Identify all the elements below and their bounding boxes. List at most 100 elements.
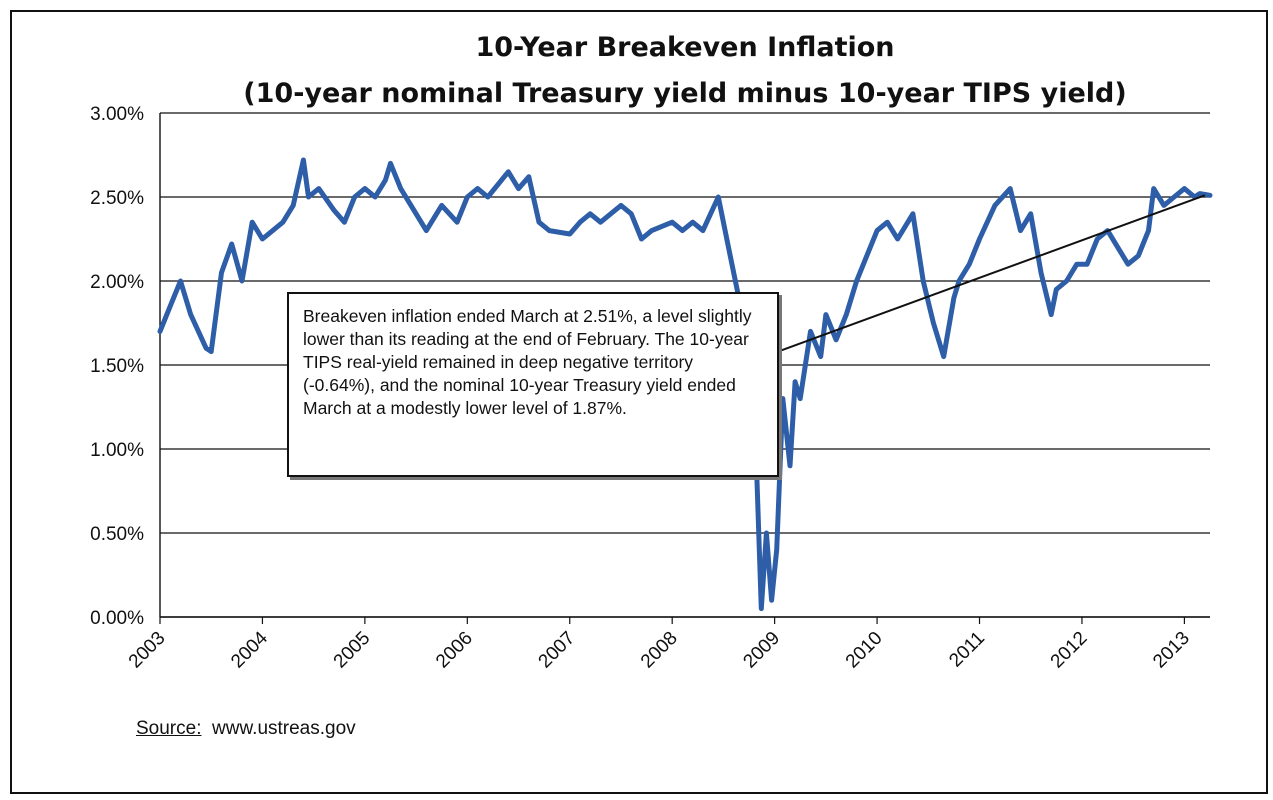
data-point (547, 229, 551, 233)
data-point (1147, 229, 1151, 233)
y-tick-label: 0.00% (90, 608, 144, 629)
data-point (1136, 254, 1140, 258)
data-point (885, 220, 889, 224)
data-point (465, 195, 469, 199)
data-point (373, 195, 377, 199)
data-point (158, 329, 162, 333)
data-point (399, 187, 403, 191)
data-point (781, 397, 785, 401)
data-point (650, 229, 654, 233)
data-point (670, 220, 674, 224)
data-point (219, 271, 223, 275)
data-point (798, 397, 802, 401)
data-point (476, 187, 480, 191)
data-point (855, 279, 859, 283)
data-point (993, 203, 997, 207)
data-point (240, 279, 244, 283)
data-point (424, 229, 428, 233)
data-point (537, 220, 541, 224)
x-tick-label: 2009 (739, 628, 784, 673)
annotation-text: Breakeven inflation ended March at 2.51%… (303, 306, 752, 418)
data-point (168, 304, 172, 308)
source-note: Source: www.ustreas.gov (136, 718, 356, 740)
data-point (414, 212, 418, 216)
data-point (759, 607, 763, 611)
data-point (727, 245, 731, 249)
data-point (1075, 262, 1079, 266)
data-point (691, 220, 695, 224)
x-tick-label: 2008 (637, 628, 682, 673)
data-point (1049, 313, 1053, 317)
data-point (629, 212, 633, 216)
data-point (204, 346, 208, 350)
x-tick-label: 2007 (535, 628, 580, 673)
data-point (342, 220, 346, 224)
data-point (952, 296, 956, 300)
data-point (788, 464, 792, 468)
data-point (271, 229, 275, 233)
data-point (317, 187, 321, 191)
data-point (1126, 262, 1130, 266)
data-point (189, 313, 193, 317)
data-point (1198, 192, 1202, 196)
data-point (978, 237, 982, 241)
data-point (440, 203, 444, 207)
data-point (701, 229, 705, 233)
data-point (834, 338, 838, 342)
data-point (332, 208, 336, 212)
data-point (1029, 212, 1033, 216)
data-point (383, 178, 387, 182)
data-point (1182, 187, 1186, 191)
source-url: www.ustreas.gov (212, 718, 356, 739)
data-point (455, 220, 459, 224)
data-point (588, 212, 592, 216)
data-point (1039, 271, 1043, 275)
x-tick-label: 2011 (945, 628, 989, 672)
data-point (775, 548, 779, 552)
data-point (844, 313, 848, 317)
data-point (1065, 279, 1069, 283)
chart-subtitle: (10-year nominal Treasury yield minus 10… (243, 78, 1127, 109)
annotation-box: Breakeven inflation ended March at 2.51%… (287, 292, 779, 477)
data-point (568, 232, 572, 236)
data-point (209, 350, 213, 354)
chart-title: 10-Year Breakeven Inflation (475, 32, 895, 63)
data-point (1208, 193, 1212, 197)
data-point (1085, 262, 1089, 266)
data-point (716, 195, 720, 199)
chart-border (10, 10, 1268, 794)
data-point (865, 254, 869, 258)
data-point (967, 262, 971, 266)
data-point (260, 237, 264, 241)
data-point (1152, 187, 1156, 191)
data-point (764, 531, 768, 535)
y-tick-label: 2.00% (90, 272, 144, 293)
data-point (819, 355, 823, 359)
data-point (680, 229, 684, 233)
data-point (619, 203, 623, 207)
data-point (307, 195, 311, 199)
data-point (598, 220, 602, 224)
data-point (517, 187, 521, 191)
data-point (911, 212, 915, 216)
data-point (770, 598, 774, 602)
data-point (281, 220, 285, 224)
data-point (1095, 237, 1099, 241)
data-point (363, 187, 367, 191)
data-point (291, 203, 295, 207)
y-tick-label: 2.50% (90, 188, 144, 209)
data-point (1162, 203, 1166, 207)
data-point (301, 158, 305, 162)
data-point (527, 175, 531, 179)
data-point (1054, 287, 1058, 291)
data-point (178, 279, 182, 283)
x-tick-label: 2003 (125, 628, 170, 673)
data-point (824, 313, 828, 317)
trend-line (764, 194, 1206, 358)
data-point (250, 220, 254, 224)
data-point (808, 329, 812, 333)
data-point (942, 355, 946, 359)
data-point (486, 195, 490, 199)
x-tick-label: 2005 (330, 628, 375, 673)
